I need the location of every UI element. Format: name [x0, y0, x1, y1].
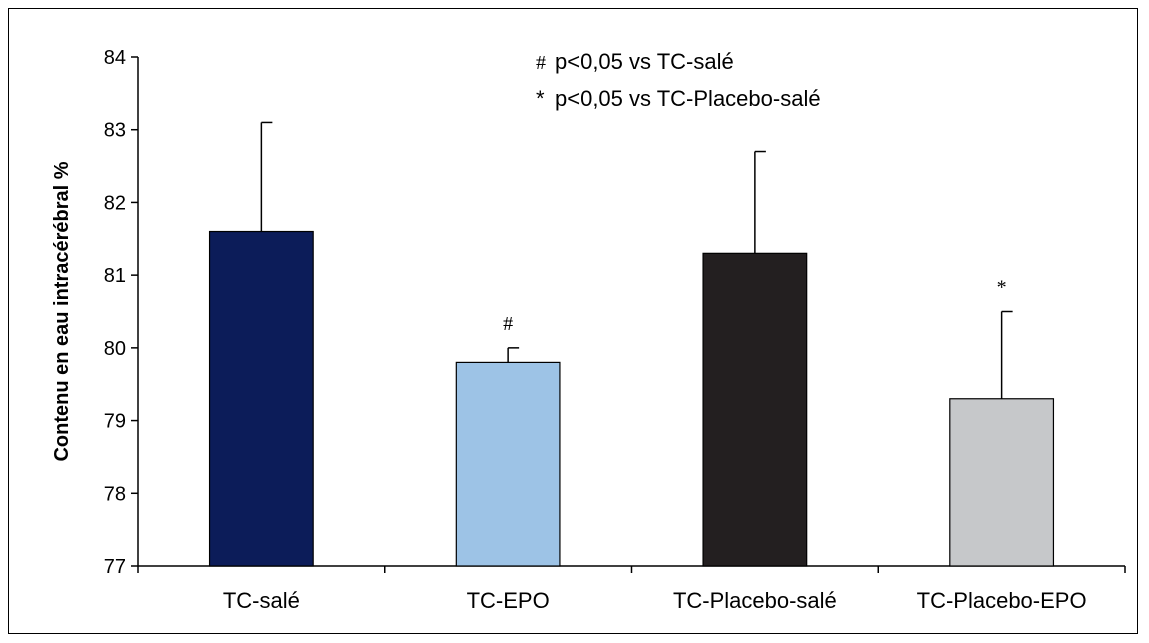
y-tick-label-78: 78	[104, 483, 126, 505]
legend-text-star: p<0,05 vs TC-Placebo-salé	[555, 86, 821, 111]
y-tick-label-77: 77	[104, 556, 126, 578]
y-axis-label: Contenu en eau intracérébral %	[51, 161, 73, 461]
bar-1	[455, 361, 561, 567]
x-tick-label-3: TC-Placebo-EPO	[917, 588, 1087, 613]
bar-0	[208, 230, 314, 567]
y-tick-label-83: 83	[104, 120, 126, 142]
y-tick-label-82: 82	[104, 192, 126, 214]
bars	[208, 121, 1055, 567]
significance-marker-3: *	[997, 277, 1007, 299]
x-tick-label-1: TC-EPO	[467, 588, 550, 613]
legend-symbol-star: *	[536, 86, 545, 111]
legend-symbol-hash: #	[536, 52, 546, 74]
bar-3	[949, 398, 1055, 567]
y-tick-label-80: 80	[104, 338, 126, 360]
legend: # p<0,05 vs TC-salé * p<0,05 vs TC-Place…	[536, 49, 821, 111]
y-tick-label-84: 84	[104, 47, 126, 69]
y-tick-label-81: 81	[104, 265, 126, 287]
significance-marker-1: #	[503, 313, 513, 335]
bar-2	[702, 252, 808, 567]
x-tick-label-2: TC-Placebo-salé	[673, 588, 837, 613]
y-tick-label-79: 79	[104, 411, 126, 433]
x-tick-label-0: TC-salé	[223, 588, 300, 613]
legend-text-hash: p<0,05 vs TC-salé	[555, 49, 734, 74]
labels: 77 78 79 80 81 82 83 84 TC-salé # TC-EPO TC-Placebo…	[104, 47, 1087, 613]
